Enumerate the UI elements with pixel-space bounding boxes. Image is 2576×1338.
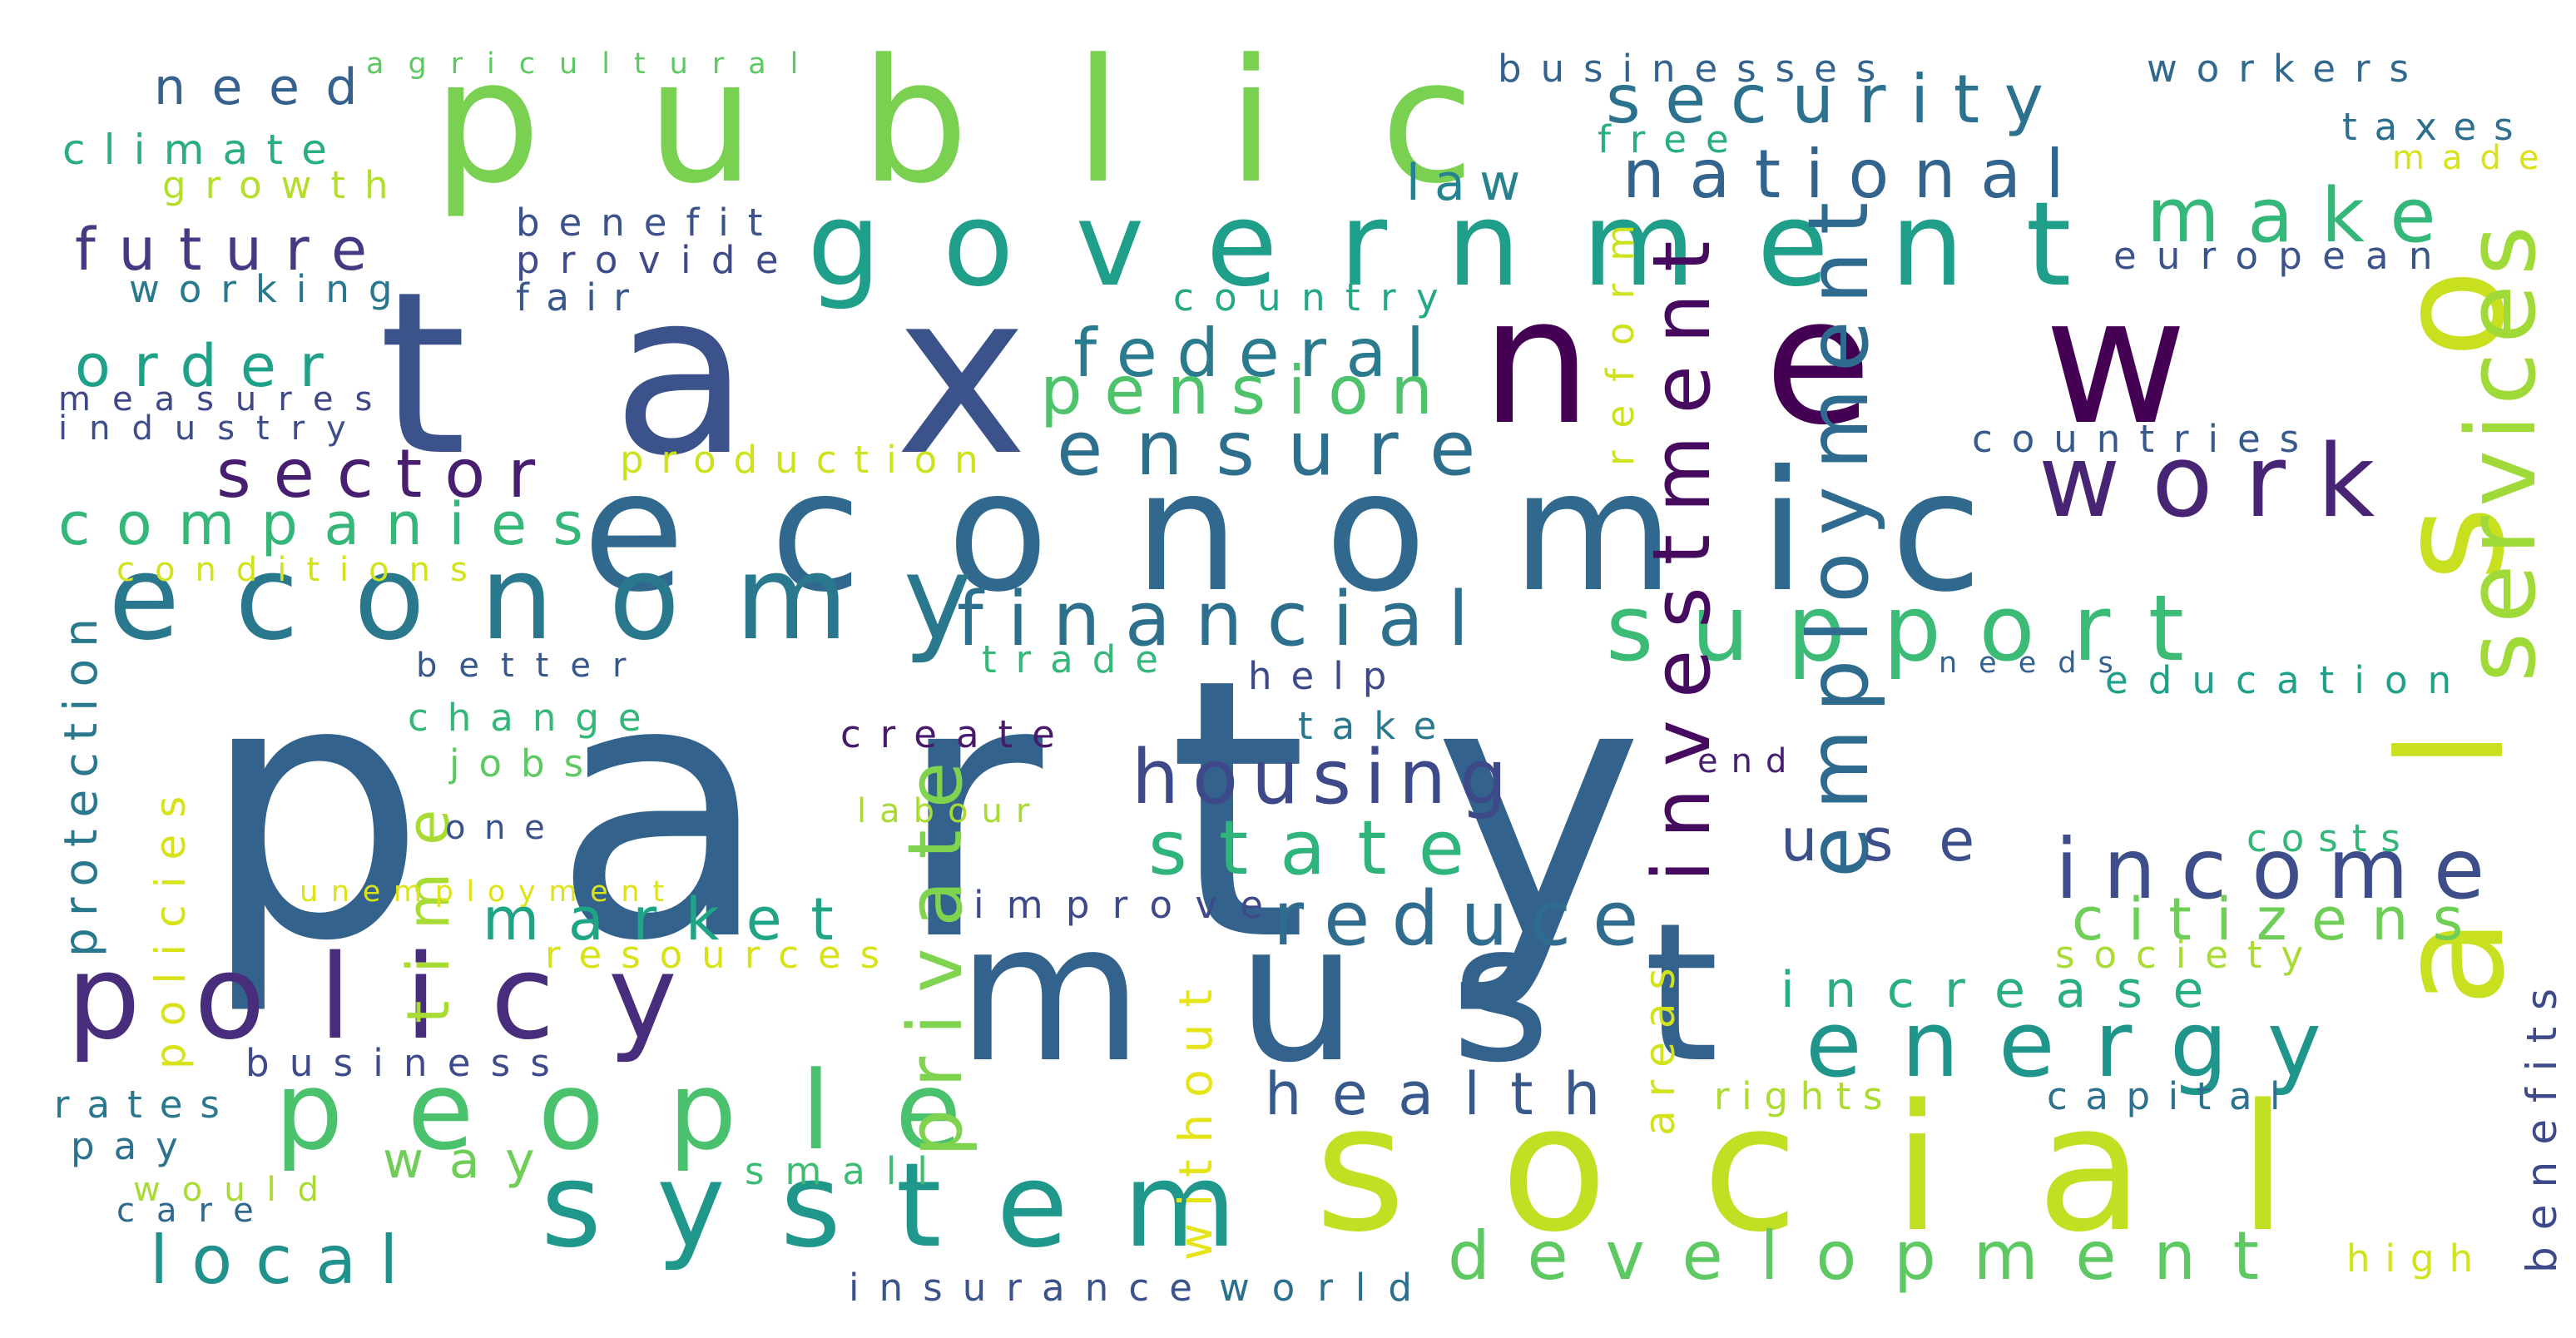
word-services: services: [2446, 216, 2558, 682]
word-sector: sector: [216, 435, 558, 513]
word-capital: capital: [2047, 1074, 2299, 1118]
word-taxes: taxes: [2342, 105, 2531, 149]
word-policy: policy: [67, 930, 731, 1066]
word-society: society: [2055, 933, 2323, 977]
word-trade: trade: [982, 637, 1177, 681]
word-health: health: [1265, 1060, 1631, 1128]
word-party: party: [200, 603, 1770, 1019]
word-way: way: [383, 1132, 561, 1190]
word-pension: pension: [1040, 352, 1455, 429]
word-made: made: [2392, 139, 2557, 177]
word-jobs: jobs: [449, 741, 603, 785]
word-agricultural: agricultural: [366, 47, 823, 81]
word-citizens: citizens: [2072, 885, 2488, 954]
word-without: without: [1169, 973, 1222, 1261]
word-income: income: [2055, 820, 2510, 918]
word-better: better: [416, 647, 648, 685]
word-high: high: [2346, 1236, 2489, 1281]
word-small: small: [745, 1149, 949, 1193]
word-needs: needs: [1939, 647, 2135, 680]
word-financial: financial: [957, 576, 1494, 663]
word-measures: measures: [58, 380, 394, 419]
word-future: future: [75, 216, 391, 284]
word-country: country: [1173, 275, 1459, 320]
word-growth: growth: [162, 163, 408, 207]
word-working: working: [129, 267, 412, 311]
word-provide: provide: [516, 238, 799, 282]
word-public: public: [433, 23, 1580, 221]
word-education: education: [2105, 658, 2472, 702]
word-create: create: [840, 712, 1074, 756]
word-costs: costs: [2247, 816, 2415, 860]
word-increase: increase: [1781, 961, 2234, 1019]
word-countries: countries: [1972, 417, 2319, 461]
word-resources: resources: [545, 933, 899, 977]
word-take: take: [1298, 704, 1456, 748]
word-unemployment: unemployment: [300, 875, 677, 909]
word-state: state: [1148, 805, 1496, 892]
word-climate: climate: [62, 126, 345, 174]
word-must: must: [957, 883, 1812, 1105]
word-work: work: [2039, 424, 2407, 540]
word-pay: pay: [71, 1124, 197, 1168]
word-improve: improve: [973, 883, 1286, 927]
word-would: would: [133, 1171, 341, 1209]
word-production: production: [620, 438, 996, 482]
word-benefit: benefit: [516, 201, 782, 245]
word-development: development: [1448, 1217, 2296, 1295]
word-ensure: ensure: [1057, 405, 1508, 493]
word-federal: federal: [1073, 315, 1444, 392]
word-end: end: [1697, 742, 1801, 780]
word-european: european: [2113, 234, 2453, 278]
word-market: market: [483, 885, 863, 954]
word-businesses: businesses: [1498, 47, 1895, 91]
word-insurance: insurance: [849, 1266, 1213, 1310]
word-free: free: [1598, 117, 1748, 161]
word-reduce: reduce: [1273, 875, 1661, 963]
word-housing: housing: [1132, 734, 1521, 821]
word-world: world: [1219, 1266, 1434, 1310]
word-policies: policies: [146, 779, 195, 1069]
word-benefits: benefits: [2518, 971, 2566, 1273]
word-security: security: [1606, 61, 2068, 138]
word-national: national: [1622, 136, 2089, 213]
word-protection: protection: [54, 607, 107, 957]
word-fair: fair: [516, 275, 646, 320]
word-energy: energy: [1806, 991, 2361, 1098]
word-change: change: [408, 696, 661, 740]
word-economy: economy: [108, 531, 1028, 667]
word-support: support: [1606, 575, 2222, 681]
word-social: social: [1315, 1067, 2382, 1271]
word-care: care: [116, 1192, 275, 1230]
word-areas: areas: [1636, 954, 1684, 1136]
word-use: use: [1781, 806, 2020, 875]
word-law: law: [1406, 154, 1535, 212]
word-help: help: [1248, 654, 1406, 698]
word-tax: tax: [379, 243, 1174, 505]
word-need: need: [154, 58, 384, 116]
word-employment: employment: [1790, 185, 1887, 878]
word-rates: rates: [54, 1083, 237, 1127]
word-reform: reform: [1598, 201, 1642, 466]
word-business: business: [245, 1041, 571, 1085]
word-rights: rights: [1714, 1074, 1895, 1118]
word-labour: labour: [857, 792, 1043, 830]
word-system: system: [541, 1138, 1292, 1274]
word-workers: workers: [2147, 47, 2428, 91]
word-local: local: [150, 1222, 422, 1299]
word-one: one: [445, 809, 564, 847]
word-make: make: [2147, 172, 2465, 260]
word-conditions: conditions: [116, 551, 488, 589]
word-government: government: [807, 177, 2133, 313]
word-people: people: [275, 1048, 1026, 1174]
word-order: order: [75, 332, 347, 400]
word-investment: investment: [1637, 219, 1728, 882]
word-new: new: [1481, 260, 2361, 463]
word-industry: industry: [58, 409, 368, 448]
word-companies: companies: [58, 490, 610, 558]
word-economic: economic: [582, 435, 2068, 629]
